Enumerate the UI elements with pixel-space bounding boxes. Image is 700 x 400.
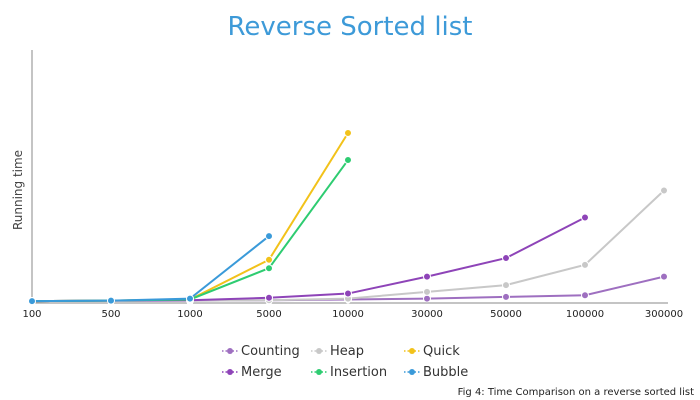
x-tick-1000: 1000 [177, 309, 202, 320]
point-heap-100000[interactable] [581, 260, 589, 269]
series-line-insertion [31, 159, 349, 303]
legend-marker-counting [227, 348, 233, 354]
x-tick-50000: 50000 [490, 309, 522, 320]
point-heap-300000[interactable] [660, 186, 668, 195]
point-counting-30000[interactable] [423, 294, 431, 303]
point-counting-50000[interactable] [502, 292, 510, 301]
x-tick-100000: 100000 [566, 309, 604, 320]
legend-item-bubble[interactable]: Bubble [404, 365, 468, 380]
point-heap-50000[interactable] [502, 281, 510, 290]
series-line-bubble [31, 235, 270, 303]
point-merge-100000[interactable] [581, 213, 589, 222]
legend-marker-heap [316, 348, 322, 354]
legend-label-heap: Heap [330, 344, 364, 359]
point-merge-10000[interactable] [344, 289, 352, 298]
x-tick-30000: 30000 [411, 309, 443, 320]
legend-label-counting: Counting [241, 344, 300, 359]
point-counting-300000[interactable] [660, 272, 668, 281]
point-merge-50000[interactable] [502, 254, 510, 263]
legend-label-insertion: Insertion [330, 365, 387, 380]
point-bubble-5000[interactable] [265, 232, 273, 241]
point-quick-5000[interactable] [265, 255, 273, 264]
point-counting-100000[interactable] [581, 291, 589, 300]
point-heap-30000[interactable] [423, 287, 431, 296]
legend-item-heap[interactable]: Heap [311, 344, 364, 359]
legend: Counting Heap Quick Merge Insertion Bubble [222, 344, 468, 380]
x-tick-100: 100 [22, 309, 41, 320]
legend-marker-merge [227, 369, 233, 375]
point-quick-10000[interactable] [344, 129, 352, 137]
point-insertion-5000[interactable] [265, 264, 273, 273]
point-bubble-500[interactable] [107, 296, 115, 305]
series-group [28, 129, 668, 306]
legend-marker-insertion [316, 369, 322, 375]
series-line-merge [31, 216, 586, 303]
point-bubble-100[interactable] [28, 297, 36, 306]
series-line-quick [31, 132, 349, 303]
legend-label-quick: Quick [423, 344, 460, 359]
x-tick-300000: 300000 [645, 309, 683, 320]
figure-caption: Fig 4: Time Comparison on a reverse sort… [458, 387, 694, 398]
x-tick-10000: 10000 [332, 309, 364, 320]
x-tick-500: 500 [101, 309, 120, 320]
point-bubble-1000[interactable] [186, 294, 194, 303]
legend-label-bubble: Bubble [423, 365, 468, 380]
series-line-heap [31, 189, 665, 303]
legend-item-quick[interactable]: Quick [404, 344, 460, 359]
legend-marker-quick [409, 348, 415, 354]
chart-title: Reverse Sorted list [227, 12, 472, 42]
legend-item-counting[interactable]: Counting [222, 344, 300, 359]
point-merge-30000[interactable] [423, 272, 431, 281]
legend-label-merge: Merge [241, 365, 282, 380]
legend-item-merge[interactable]: Merge [222, 365, 282, 380]
point-merge-5000[interactable] [265, 293, 273, 302]
x-tick-5000: 5000 [256, 309, 281, 320]
point-insertion-10000[interactable] [344, 156, 352, 165]
x-tick-labels: 100 500 1000 5000 10000 30000 50000 100000 30000… [22, 309, 683, 320]
y-axis-label: Running time [11, 150, 25, 230]
legend-marker-bubble [409, 369, 415, 375]
legend-item-insertion[interactable]: Insertion [311, 365, 387, 380]
